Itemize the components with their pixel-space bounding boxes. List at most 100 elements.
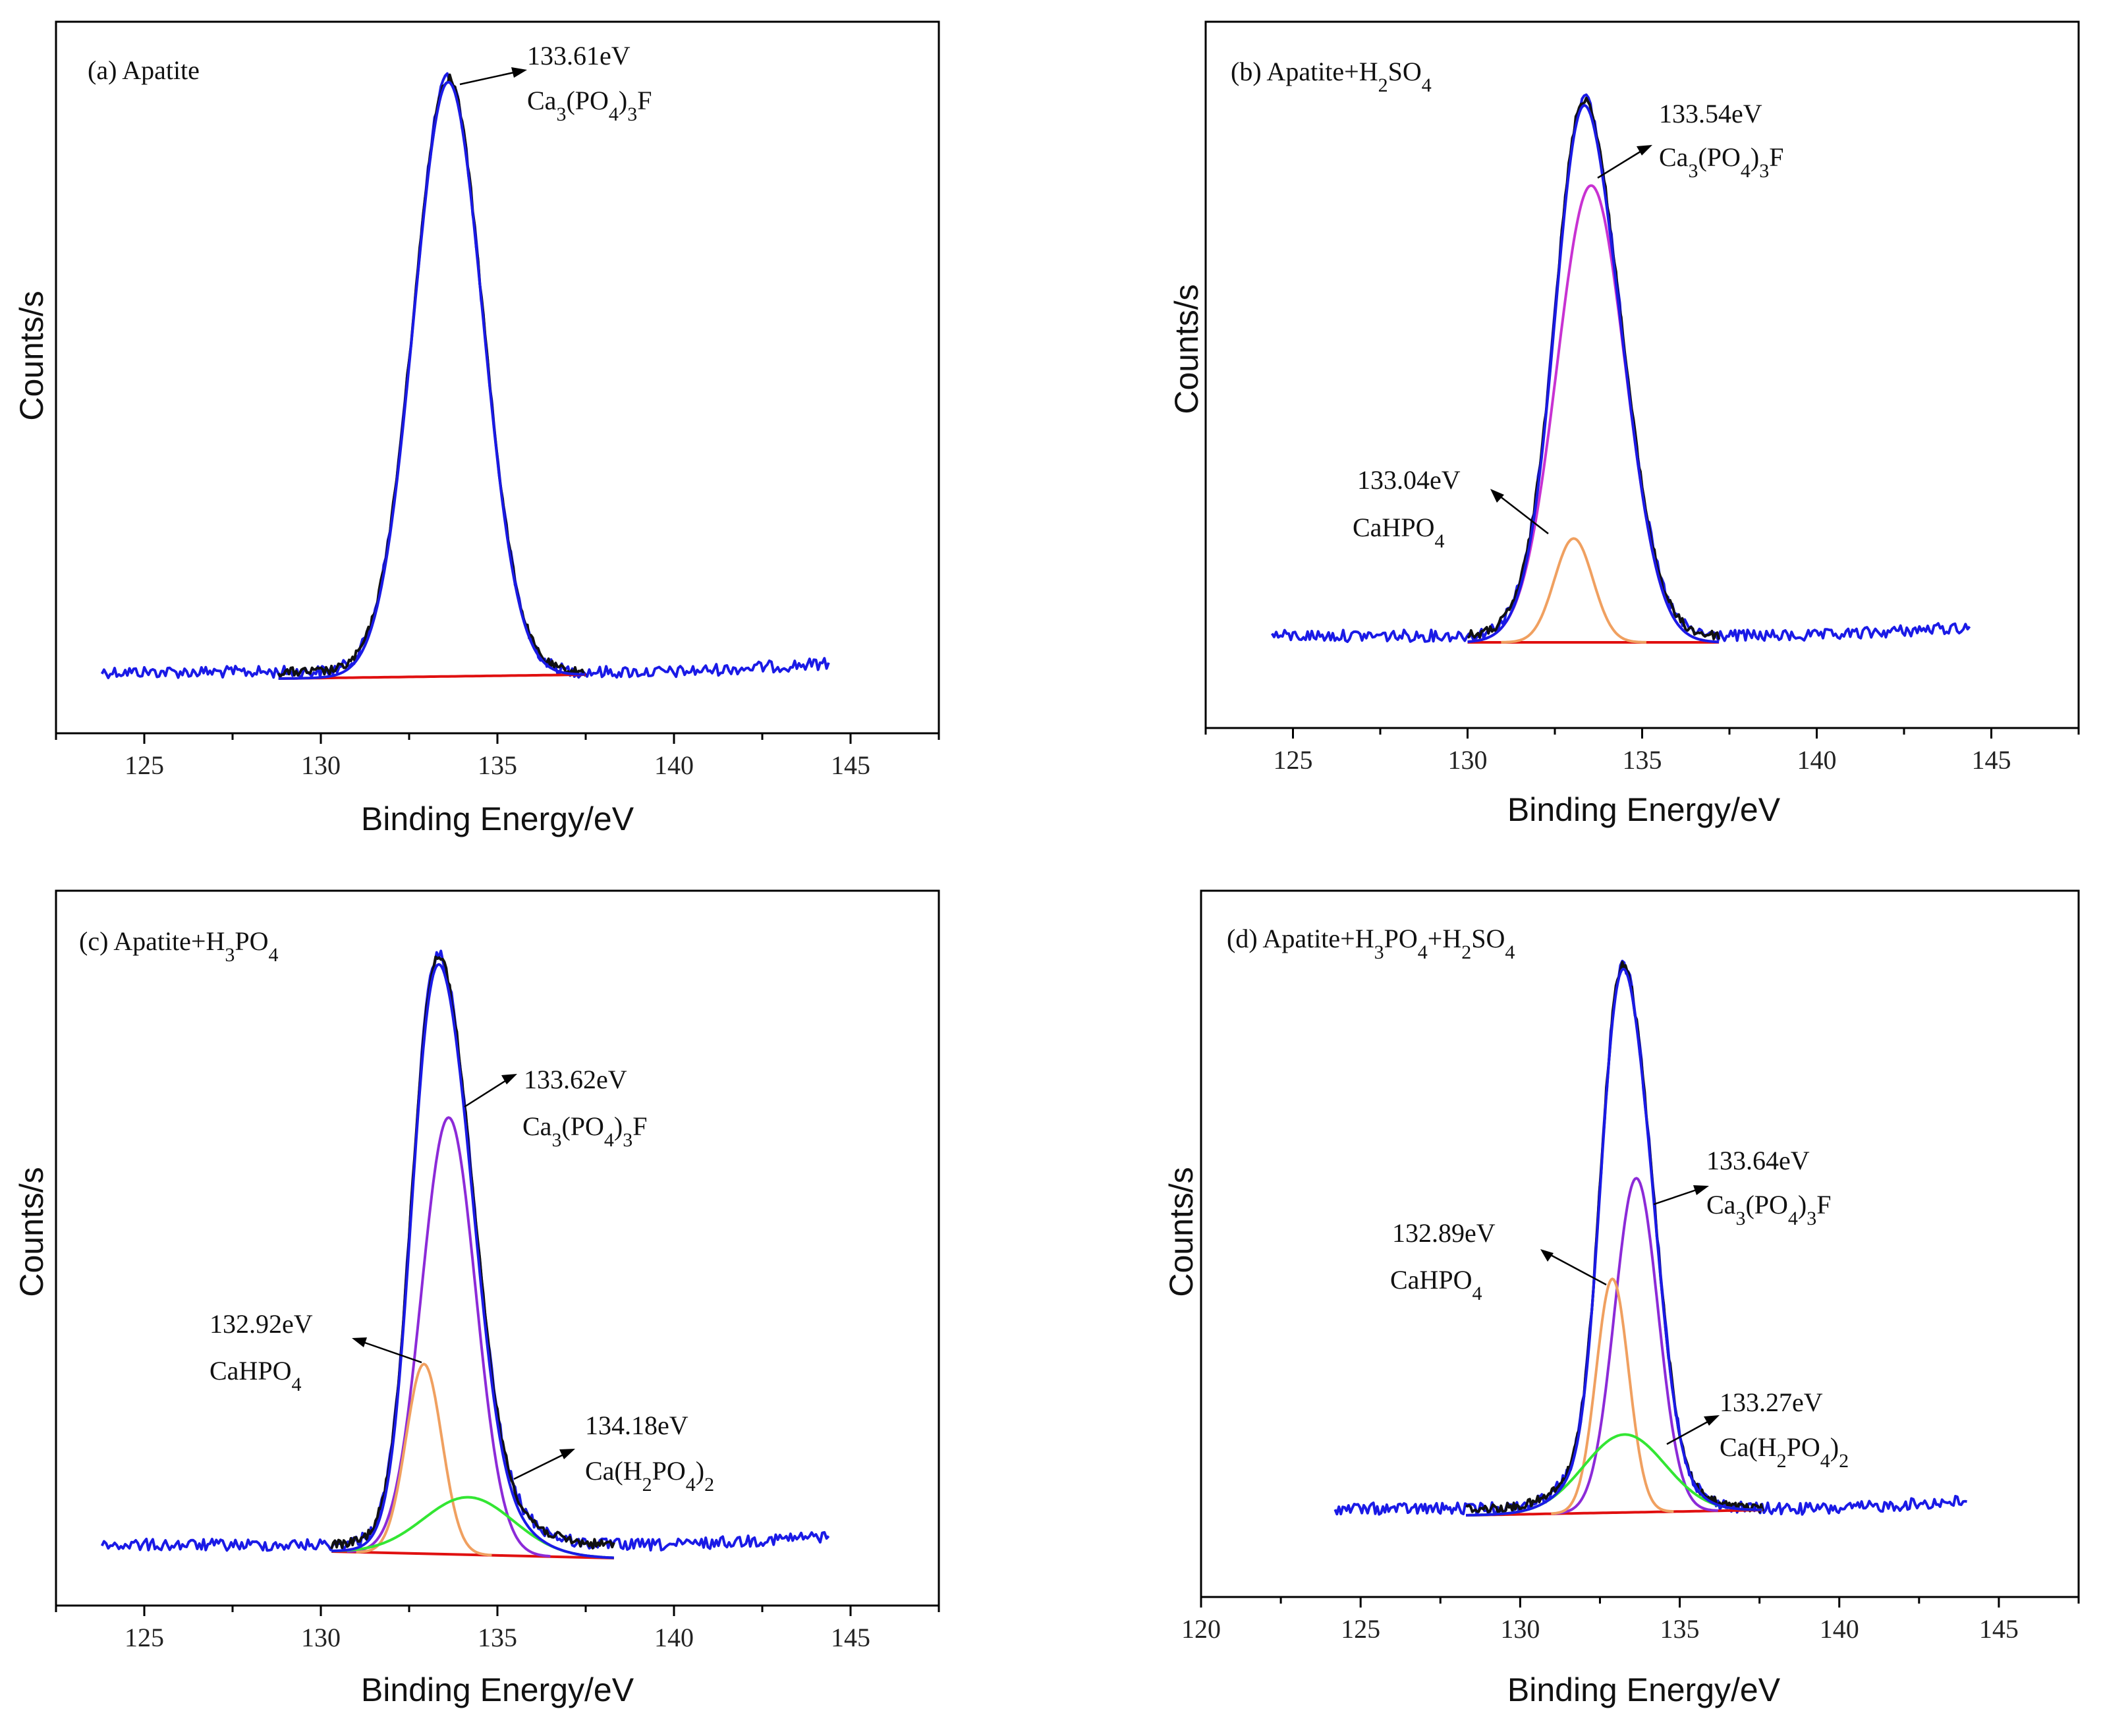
y-axis-title: Counts/s [13, 1167, 50, 1297]
component-peak-1 [347, 1116, 551, 1558]
arrow-head [1693, 1185, 1709, 1195]
x-tick-label: 135 [478, 1623, 517, 1652]
background-line [331, 1550, 614, 1559]
x-tick-label: 140 [654, 1623, 694, 1652]
spectrum-curves [100, 949, 830, 1559]
component-peak-1 [1554, 1177, 1718, 1515]
x-tick-label: 140 [1797, 745, 1837, 775]
spectrum-curves [1270, 93, 1971, 644]
x-tick-label: 145 [831, 750, 870, 780]
arrow-head [1637, 145, 1652, 155]
annotation-arrow [1597, 150, 1641, 179]
x-axis-title: Binding Energy/eV [361, 1671, 634, 1708]
panel-title: (d) Apatite+H3PO4+H2SO4 [1227, 924, 1515, 963]
peak-energy-label: 134.18eV [585, 1411, 688, 1440]
raw-spectrum-line [100, 949, 830, 1552]
annotation-arrow [513, 1453, 564, 1480]
fitted-envelope-line [331, 963, 614, 1559]
panel-a: 125 130 135 140 145 (a) Apatite 133.61eV Ca3… [13, 20, 940, 837]
x-tick-label: 135 [478, 750, 517, 780]
x-tick-label: 140 [654, 750, 694, 780]
x-tick-label: 125 [1341, 1614, 1380, 1644]
annotation-arrow [1666, 1420, 1708, 1445]
x-axis-ticks: 125 130 135 140 145 [55, 733, 940, 780]
background-line [278, 673, 586, 680]
x-tick-label: 130 [301, 1623, 341, 1652]
component-peak-1 [1467, 184, 1720, 644]
plot-frame [55, 20, 940, 735]
raw-spectrum-fit-region [1465, 961, 1764, 1514]
x-tick-label: 135 [1660, 1614, 1700, 1644]
peak-energy-label: 133.64eV [1706, 1146, 1810, 1175]
fitted-envelope-line [1466, 967, 1762, 1517]
x-tick-label: 135 [1623, 745, 1662, 775]
compound-label: CaHPO4 [1353, 513, 1444, 552]
arrow-head [352, 1337, 367, 1347]
peak-energy-label: 133.61eV [527, 41, 631, 70]
peak-energy-label: 133.04eV [1357, 465, 1461, 495]
x-tick-label: 130 [1448, 745, 1488, 775]
peak-energy-label: 132.92eV [210, 1309, 313, 1339]
arrow-head [559, 1449, 575, 1459]
component-peak-2 [1501, 537, 1646, 644]
x-tick-label: 125 [1274, 745, 1313, 775]
x-tick-label: 120 [1181, 1614, 1221, 1644]
plot-frame [1200, 889, 2080, 1598]
x-axis-ticks: 125 130 135 140 145 [55, 1606, 940, 1652]
panel-d: 120 125 130 135 140 145 (d) Apatite+H3PO4+H2S… [1163, 889, 2080, 1708]
annotation-arrow [1498, 495, 1549, 534]
panel-b: 125 130 135 140 145 (b) Apatite+H2SO4 133.54… [1168, 20, 2080, 828]
spectrum-curves [100, 72, 830, 680]
compound-label: Ca3(PO4)3F [527, 86, 652, 125]
arrow-head [1490, 489, 1504, 503]
arrow-head [501, 1074, 517, 1084]
annotation-arrow [464, 1079, 507, 1108]
panel-title: (b) Apatite+H2SO4 [1231, 57, 1432, 96]
plot-frame [1204, 20, 2080, 729]
annotation-arrow [1549, 1253, 1607, 1286]
x-tick-label: 145 [1972, 745, 2011, 775]
peak-energy-label: 133.62eV [524, 1065, 627, 1094]
x-tick-label: 130 [1500, 1614, 1540, 1644]
x-axis-ticks: 120 125 130 135 140 145 [1181, 1597, 2080, 1644]
compound-label: Ca3(PO4)3F [1659, 142, 1783, 182]
fitted-envelope-line [1467, 104, 1720, 644]
compound-label: CaHPO4 [1390, 1265, 1482, 1304]
arrow-head [1704, 1415, 1720, 1426]
compound-label: CaHPO4 [210, 1356, 301, 1395]
peak-energy-label: 133.27eV [1720, 1387, 1823, 1417]
raw-spectrum-fit-region [1467, 96, 1721, 640]
compound-label: Ca(H2PO4)2 [585, 1456, 714, 1496]
x-axis-title: Binding Energy/eV [1507, 1671, 1781, 1708]
x-axis-ticks: 125 130 135 140 145 [1204, 728, 2080, 775]
spectrum-curves [1333, 959, 1967, 1517]
y-axis-title: Counts/s [1163, 1167, 1200, 1297]
peak-energy-label: 133.54eV [1659, 99, 1762, 128]
raw-spectrum-line [1270, 93, 1971, 643]
plot-frame [55, 889, 940, 1607]
raw-spectrum-fit-region [277, 73, 587, 678]
peak-energy-label: 132.89eV [1392, 1218, 1496, 1248]
annotation-arrow [360, 1340, 422, 1364]
fitted-envelope-line [278, 80, 585, 680]
x-tick-label: 130 [301, 750, 341, 780]
raw-spectrum-line [100, 72, 830, 679]
x-tick-label: 145 [831, 1623, 870, 1652]
y-axis-title: Counts/s [13, 291, 50, 420]
annotation-arrow [1653, 1189, 1697, 1206]
panel-title: (c) Apatite+H3PO4 [79, 926, 279, 966]
arrow-head [1540, 1249, 1554, 1262]
arrow-head [511, 67, 527, 78]
x-tick-label: 145 [1979, 1614, 2019, 1644]
y-axis-title: Counts/s [1168, 284, 1205, 414]
x-axis-title: Binding Energy/eV [361, 800, 634, 837]
annotation-arrow [459, 71, 515, 86]
x-tick-label: 125 [125, 1623, 164, 1652]
panel-title: (a) Apatite [88, 55, 200, 85]
x-tick-label: 140 [1820, 1614, 1859, 1644]
panel-c: 125 130 135 140 145 (c) Apatite+H3PO4 133.62… [13, 889, 940, 1708]
compound-label: Ca(H2PO4)2 [1720, 1432, 1849, 1472]
x-tick-label: 125 [125, 750, 164, 780]
compound-label: Ca3(PO4)3F [522, 1111, 647, 1151]
